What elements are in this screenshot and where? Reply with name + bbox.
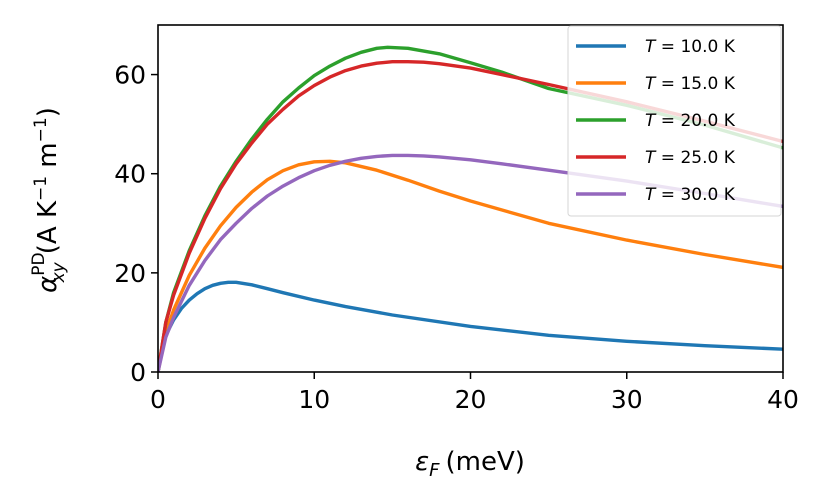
x-tick-label: 30 <box>611 385 643 414</box>
series-line-4 <box>158 60 783 372</box>
x-tick-label: 40 <box>767 385 799 414</box>
legend-box <box>567 25 782 217</box>
x-tick-label: 10 <box>298 385 330 414</box>
x-tick-label: 20 <box>455 385 487 414</box>
x-axis-label: εF (meV) <box>415 447 525 481</box>
y-tick-label: 60 <box>114 61 146 90</box>
ticks-layer: 0 10 20 30 40 0 20 40 60 <box>114 61 799 414</box>
y-tick-label: 0 <box>130 358 146 387</box>
y-tick-label: 20 <box>114 259 146 288</box>
y-axis-label: αPDxy(A K−1 m−1) <box>29 107 69 293</box>
x-tick-label: 0 <box>150 385 166 414</box>
y-tick-label: 40 <box>114 160 146 189</box>
series-line-2 <box>158 159 783 372</box>
series-layer <box>158 45 783 372</box>
legend-label-1: T = 10.0 K <box>645 37 736 57</box>
series-line-1 <box>158 280 783 372</box>
legend-label-5: T = 30.0 K <box>645 185 736 205</box>
legend: T = 10.0 K T = 15.0 K T = 20.0 K T = 25.0 K… <box>567 25 782 217</box>
legend-label-3: T = 20.0 K <box>645 111 736 131</box>
legend-label-2: T = 15.0 K <box>645 74 736 94</box>
series-line-5 <box>158 153 783 372</box>
legend-label-4: T = 25.0 K <box>645 148 736 168</box>
